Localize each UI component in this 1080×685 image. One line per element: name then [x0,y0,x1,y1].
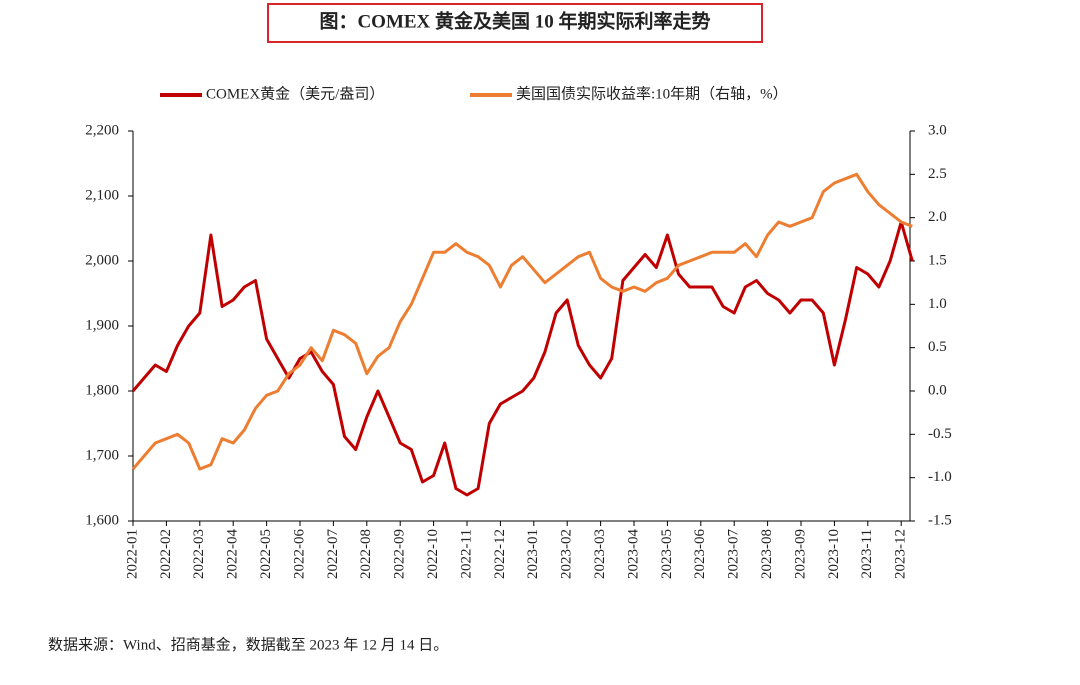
y2-tick-label: 2.5 [928,166,947,182]
y2-tick-label: 3.0 [928,122,947,138]
x-tick-label: 2023-03 [592,529,608,579]
x-tick-label: 2022-09 [392,529,408,579]
y2-tick-label: 1.5 [928,252,947,268]
axes [132,131,911,522]
x-tick-label: 2022-03 [191,529,207,579]
x-tick-label: 2023-09 [792,529,808,579]
x-tick-label: 2022-05 [258,529,274,579]
legend-label: 美国国债实际收益率:10年期（右轴，%） [516,85,788,102]
x-tick-label: 2023-08 [759,529,775,579]
x-tick-label: 2022-11 [458,529,474,578]
y-tick-label: 1,700 [85,447,119,463]
x-tick-label: 2023-11 [859,529,875,578]
x-tick-label: 2023-06 [692,529,708,579]
x-tick-label: 2023-05 [659,529,675,579]
x-tick-label: 2022-07 [325,529,341,579]
x-tick-label: 2023-01 [525,529,541,579]
x-tick-label: 2022-10 [425,529,441,579]
y-tick-label: 1,900 [85,317,119,333]
x-tick-label: 2022-01 [124,529,140,579]
y2-tick-label: -1.0 [928,469,952,485]
x-tick-label: 2022-12 [492,529,508,579]
title-box [267,3,763,43]
x-tick-label: 2023-10 [826,529,842,579]
y2-tick-label: 0.5 [928,339,947,355]
y-tick-label: 2,100 [85,187,119,203]
y-tick-label: 1,800 [85,382,119,398]
legend-label: COMEX黄金（美元/盎司） [206,85,384,102]
x-tick-label: 2023-02 [559,529,575,579]
y2-tick-label: 0.0 [928,382,947,398]
x-tick-label: 2022-08 [358,529,374,579]
x-tick-label: 2022-02 [158,529,174,579]
x-tick-label: 2022-04 [225,529,241,579]
x-tick-label: 2022-06 [291,529,307,579]
y2-tick-label: -1.5 [928,512,952,528]
series-line [131,220,914,497]
x-tick-label: 2023-12 [893,529,909,579]
series-line [131,172,913,471]
y-tick-label: 2,200 [85,122,119,138]
source-note: 数据来源：Wind、招商基金，数据截至 2023 年 12 月 14 日。 [48,636,448,653]
y-tick-label: 2,000 [85,252,119,268]
y2-tick-label: -0.5 [928,426,952,442]
y-tick-label: 1,600 [85,512,119,528]
y2-tick-label: 1.0 [928,296,947,312]
chart-title: 图：COMEX 黄金及美国 10 年期实际利率走势 [319,9,710,32]
x-tick-label: 2023-07 [726,529,742,579]
y2-tick-label: 2.0 [928,209,947,225]
x-tick-label: 2023-04 [625,529,641,579]
